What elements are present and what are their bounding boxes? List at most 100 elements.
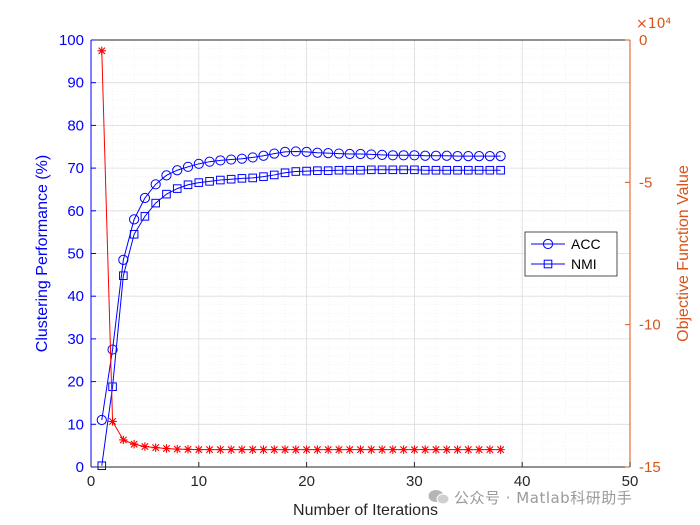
- data-point: [420, 445, 430, 454]
- data-point: [410, 445, 419, 454]
- data-point: [463, 151, 474, 162]
- data-point: [464, 165, 473, 175]
- data-point: [496, 165, 505, 175]
- data-point: [355, 148, 366, 160]
- data-point: [216, 445, 225, 454]
- data-point: [474, 445, 484, 454]
- data-point: [108, 382, 117, 392]
- data-point: [442, 165, 452, 175]
- legend-box: [524, 231, 618, 277]
- right-axis-multiplier: ×10⁴: [636, 16, 672, 32]
- data-point: [398, 150, 409, 161]
- data-point: [431, 445, 441, 454]
- data-point: [226, 154, 237, 165]
- data-point: [388, 445, 398, 454]
- data-point: [237, 174, 247, 183]
- data-point: [377, 445, 387, 454]
- data-point: [280, 445, 290, 454]
- x-axis-label: Number of Iterations: [293, 502, 438, 519]
- left-y-tick-label: 100: [59, 32, 84, 49]
- data-point: [97, 46, 106, 56]
- data-point: [119, 271, 128, 281]
- data-point: [161, 170, 172, 181]
- data-point: [345, 165, 355, 175]
- watermark: 公众号 · Matlab科研助手: [428, 487, 632, 508]
- data-point: [366, 149, 377, 160]
- right-y-tick-label: -10: [639, 317, 661, 334]
- data-point: [269, 170, 279, 180]
- data-point: [193, 158, 204, 169]
- x-tick-label: 10: [190, 473, 207, 490]
- data-point: [96, 414, 107, 426]
- data-point: [323, 148, 334, 159]
- data-point: [226, 174, 236, 184]
- data-point: [484, 151, 495, 162]
- series-line: [101, 150, 501, 421]
- data-point: [216, 175, 225, 185]
- data-point: [269, 148, 280, 159]
- data-point: [399, 445, 408, 454]
- data-point: [387, 150, 398, 161]
- data-point: [259, 445, 268, 454]
- data-point: [312, 147, 323, 158]
- series-line: [101, 50, 501, 451]
- data-point: [140, 442, 150, 451]
- legend-label: NMI: [571, 256, 597, 272]
- data-point: [291, 167, 301, 176]
- data-point: [258, 150, 269, 161]
- data-point: [237, 445, 247, 454]
- data-point: [119, 435, 128, 445]
- data-point: [215, 155, 226, 166]
- series-objective-function: [97, 46, 505, 454]
- data-point: [410, 165, 419, 175]
- data-point: [204, 156, 215, 167]
- data-point: [129, 214, 140, 225]
- data-point: [452, 151, 463, 162]
- data-point: [302, 445, 311, 454]
- left-y-tick-label: 70: [67, 160, 84, 177]
- data-point: [108, 417, 117, 426]
- series-nmi: [97, 165, 505, 471]
- data-point: [301, 146, 312, 157]
- data-point: [377, 165, 387, 175]
- data-point: [388, 165, 398, 175]
- data-point: [366, 165, 376, 175]
- data-point: [399, 165, 408, 175]
- left-y-tick-label: 40: [67, 288, 84, 305]
- data-point: [345, 445, 354, 454]
- data-point: [313, 166, 322, 175]
- data-point: [280, 168, 290, 178]
- data-point: [420, 150, 431, 161]
- data-point: [205, 177, 214, 186]
- data-point: [107, 344, 118, 355]
- data-point: [441, 150, 452, 161]
- data-point: [194, 445, 203, 454]
- data-point: [291, 445, 301, 454]
- data-point: [442, 445, 451, 454]
- data-point: [247, 152, 258, 163]
- data-point: [356, 445, 365, 454]
- left-y-tick-label: 20: [67, 374, 84, 391]
- left-y-tick-label: 60: [67, 203, 84, 220]
- right-y-tick-label: 0: [639, 32, 647, 49]
- data-point: [172, 184, 182, 193]
- data-point: [473, 151, 485, 162]
- data-point: [194, 178, 204, 187]
- x-tick-label: 50: [622, 473, 639, 490]
- data-point: [205, 445, 214, 454]
- data-point: [236, 153, 248, 164]
- data-point: [409, 150, 420, 161]
- data-point: [259, 172, 268, 181]
- data-point: [453, 165, 462, 175]
- data-point: [151, 443, 160, 452]
- wechat-icon: [428, 490, 450, 505]
- x-tick-label: 30: [406, 473, 423, 490]
- data-point: [356, 165, 365, 175]
- data-point: [485, 445, 495, 454]
- series-acc: [96, 146, 506, 426]
- left-y-tick-label: 10: [67, 416, 84, 433]
- data-point: [97, 461, 107, 471]
- watermark-text: 公众号 · Matlab科研助手: [454, 489, 633, 507]
- x-tick-label: 20: [298, 473, 315, 490]
- data-point: [226, 445, 236, 454]
